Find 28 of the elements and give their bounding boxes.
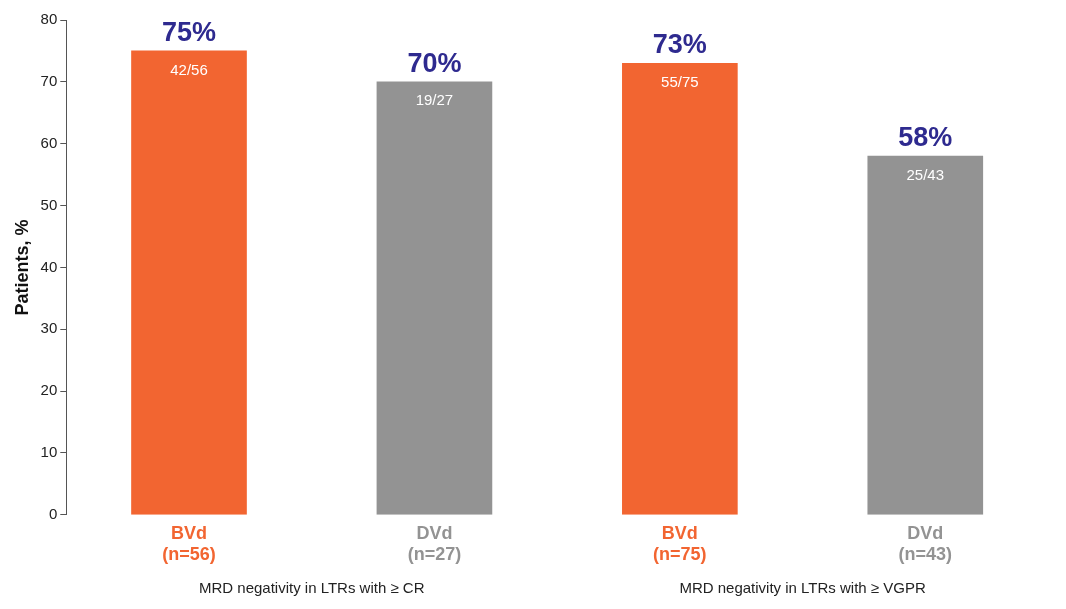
y-tick-label: 10 (40, 443, 58, 461)
y-tick-label: 20 (40, 381, 58, 399)
bar (867, 155, 984, 515)
y-tick-label: 50 (40, 195, 58, 213)
x-tick-label: BVd (n=75) (653, 522, 707, 565)
text: MRD negativity in LTRs with ≥ VGPR (679, 578, 926, 596)
data-label: 73% (652, 29, 707, 60)
y-tick-label: 60 (40, 133, 58, 151)
bar (376, 81, 493, 515)
data-label: 70% (407, 47, 462, 78)
x-tick-label: DVd (n=27) (407, 522, 462, 565)
y-axis-title: Patients, % (11, 219, 32, 316)
data-label: 58% (898, 122, 953, 153)
x-tick-label: DVd (n=43) (898, 522, 953, 565)
text: MRD negativity in LTRs with ≥ CR (198, 578, 425, 596)
x-tick-label: BVd (n=56) (162, 522, 216, 565)
annotation: 19/27 (415, 91, 454, 109)
y-tick-label: 70 (40, 71, 58, 89)
y-tick-label: 0 (48, 504, 58, 522)
y-tick-label: 30 (40, 319, 58, 337)
annotation: 42/56 (170, 60, 208, 78)
y-tick-label: 40 (40, 257, 58, 275)
annotation: 25/43 (906, 165, 945, 183)
annotation: 55/75 (661, 72, 699, 90)
bar (622, 62, 738, 515)
data-label: 75% (161, 16, 217, 47)
bar (131, 50, 247, 515)
y-tick-label: 80 (40, 10, 58, 28)
